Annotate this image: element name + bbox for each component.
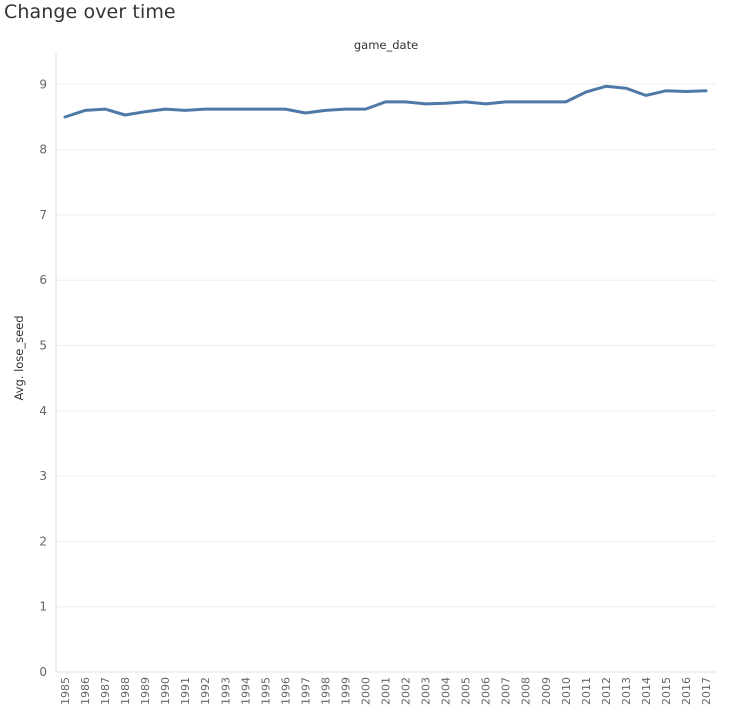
x-tick-label: 1985: [59, 677, 72, 705]
x-tick-label: 2007: [500, 677, 513, 705]
y-tick-label: 8: [39, 143, 47, 157]
y-axis-label: Avg. lose_seed: [12, 315, 26, 400]
y-tick-label: 5: [39, 339, 47, 353]
series-line: [63, 84, 708, 119]
x-tick-label: 1990: [159, 677, 172, 705]
x-tick-label: 2010: [560, 677, 573, 705]
x-tick-label: 2015: [660, 677, 673, 705]
x-tick-label: 2006: [480, 677, 493, 705]
x-tick-label: 1991: [179, 677, 192, 705]
x-tick-label: 1992: [199, 677, 212, 705]
x-tick-label: 2004: [440, 677, 453, 705]
x-tick-label: 2012: [600, 677, 613, 705]
x-tick-label: 1994: [239, 677, 252, 705]
x-tick-label: 1995: [259, 677, 272, 705]
x-tick-label: 1996: [279, 677, 292, 705]
y-tick-label: 9: [39, 77, 47, 91]
x-tick-label: 2008: [520, 677, 533, 705]
x-tick-label: 1989: [139, 677, 152, 705]
page-title: Change over time: [4, 1, 176, 23]
x-tick-label: 2011: [580, 677, 593, 705]
y-tick-label: 0: [39, 665, 47, 679]
x-axis-label: game_date: [354, 38, 418, 52]
y-tick-labels: 0 1 2 3 4 5 6 7 8 9: [39, 77, 47, 679]
y-tick-label: 4: [39, 404, 47, 418]
x-tick-label: 1997: [299, 677, 312, 705]
y-tick-label: 6: [39, 273, 47, 287]
x-tick-label: 2003: [420, 677, 433, 705]
y-tick-label: 7: [39, 208, 47, 222]
x-tick-label: 1998: [319, 677, 332, 705]
x-tick-label: 1986: [79, 677, 92, 705]
x-tick-label: 2017: [700, 677, 713, 705]
x-tick-label: 2016: [680, 677, 693, 705]
x-tick-labels: 1985 1986 1987 1988 1989 1990 1991 1992 1993 1994…: [59, 677, 713, 705]
y-tick-label: 3: [39, 469, 47, 483]
x-tick-label: 2002: [400, 677, 413, 705]
x-tick-label: 2000: [359, 677, 372, 705]
x-tick-label: 2001: [380, 677, 393, 705]
x-tick-label: 2005: [460, 677, 473, 705]
series-layer: [63, 84, 708, 119]
x-tick-label: 2013: [620, 677, 633, 705]
y-tick-label: 2: [39, 534, 47, 548]
x-tick-label: 1987: [99, 677, 112, 705]
y-tick-label: 1: [39, 600, 47, 614]
x-tick-label: 1988: [119, 677, 132, 705]
grid-lines: [56, 83, 716, 608]
x-tick-label: 1999: [339, 677, 352, 705]
x-tick-label: 2009: [540, 677, 553, 705]
x-tick-label: 2014: [640, 677, 653, 705]
x-tick-label: 1993: [219, 677, 232, 705]
